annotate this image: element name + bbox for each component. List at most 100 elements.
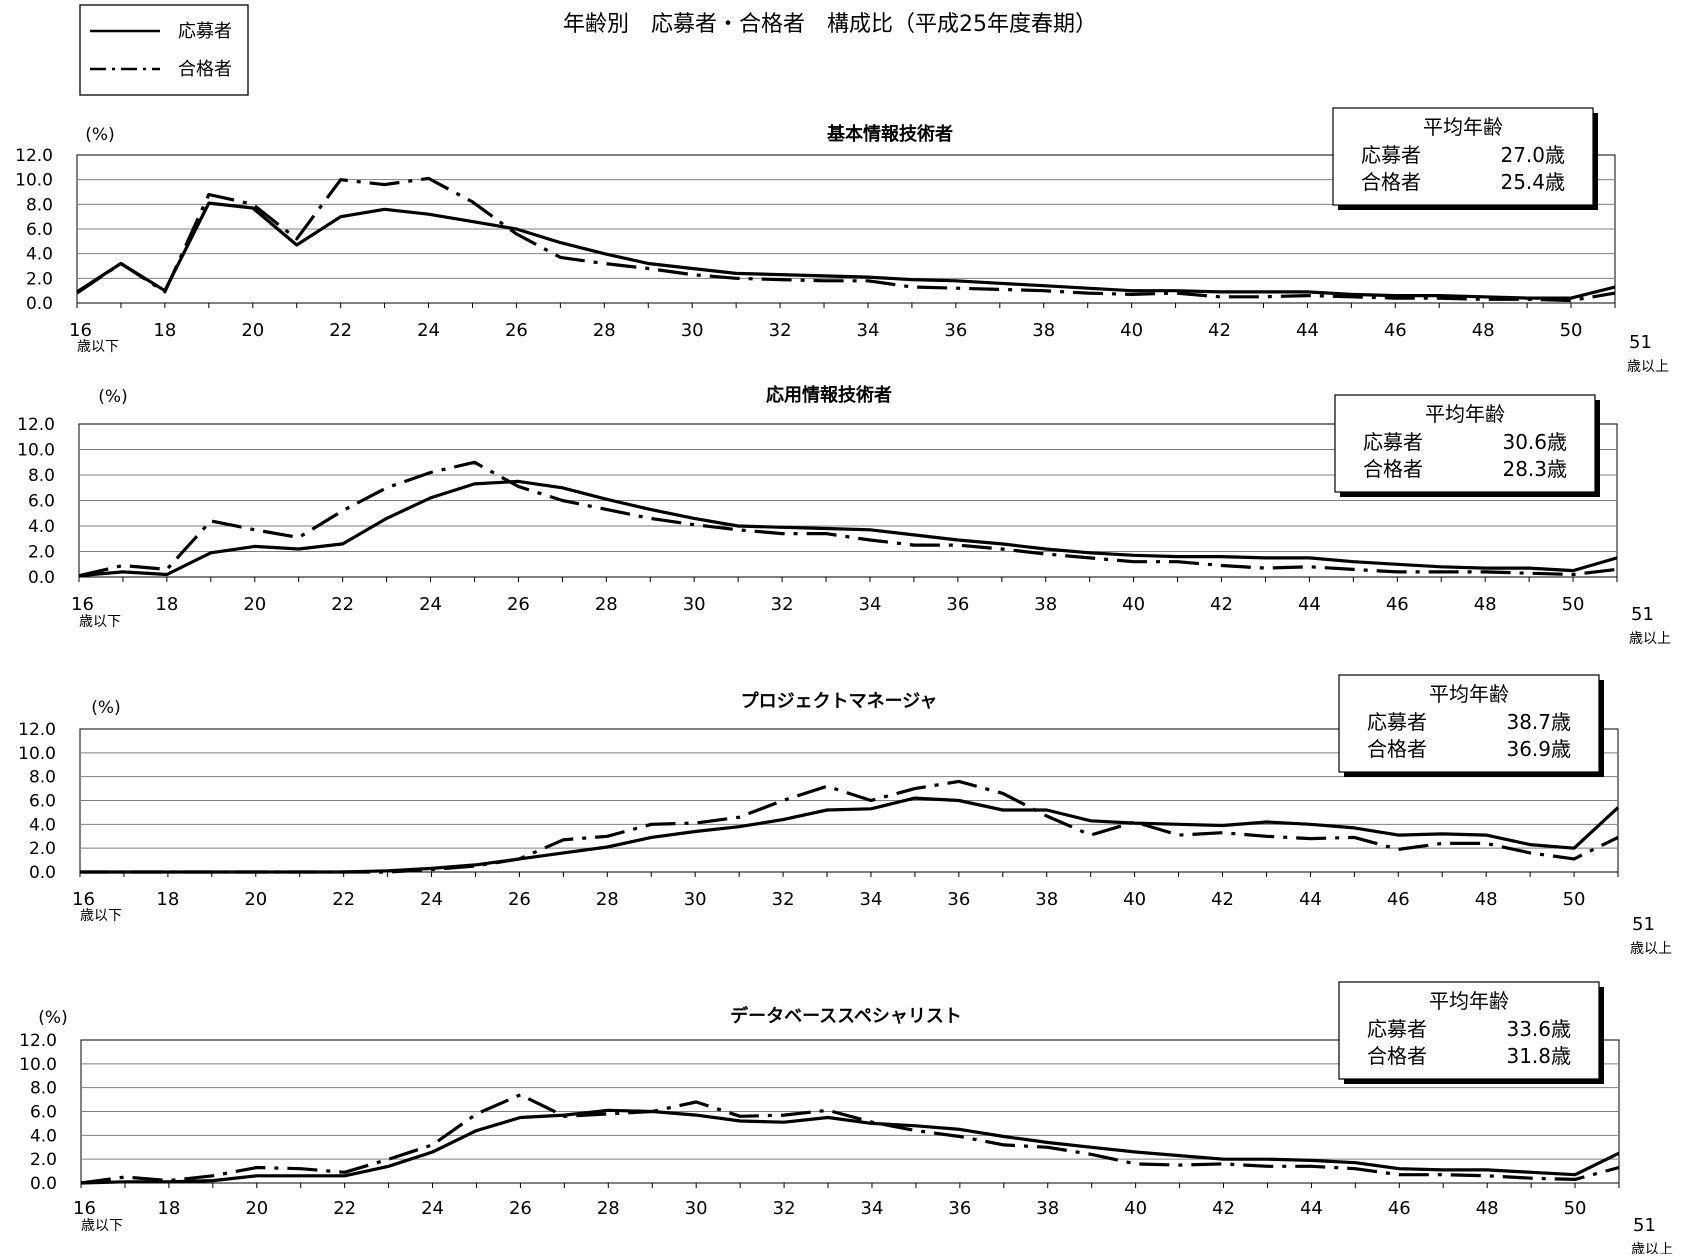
x-tick-label: 46	[1387, 889, 1410, 910]
legend-passers-label: 合格者	[178, 59, 232, 80]
series-line-applicants	[78, 479, 1618, 578]
x-tick-label: 40	[1122, 594, 1145, 615]
x-tick-label: 24	[417, 320, 440, 341]
x-first-suffix: 歳以下	[81, 1218, 123, 1234]
y-tick-label: 8.0	[29, 768, 56, 788]
y-tick-label: 12.0	[15, 146, 53, 166]
y-tick-label: 2.0	[26, 269, 53, 289]
avg-box-title: 平均年齢	[1429, 989, 1509, 1013]
x-tick-label: 26	[505, 320, 528, 341]
y-unit-label: (%)	[85, 125, 114, 145]
avg-box-title: 平均年齢	[1429, 682, 1509, 706]
x-last-suffix: 歳以上	[1630, 941, 1672, 957]
chart-title: データベーススペシャリスト	[730, 1005, 962, 1027]
x-tick-label: 42	[1211, 889, 1234, 910]
avg-box	[1332, 107, 1594, 206]
y-tick-label: 4.0	[26, 245, 53, 265]
x-tick-label: 44	[1299, 889, 1322, 910]
avg-value: 25.4歳	[1500, 170, 1565, 194]
chart-title: 応用情報技術者	[766, 384, 892, 406]
x-tick-label: 38	[1035, 889, 1058, 910]
legend: 応募者 合格者	[79, 4, 249, 96]
y-tick-label: 6.0	[30, 1103, 57, 1123]
y-tick-label: 12.0	[19, 1031, 57, 1051]
avg-box	[1338, 981, 1600, 1080]
x-tick-label: 32	[772, 889, 795, 910]
avg-value: 30.6歳	[1502, 430, 1567, 454]
x-tick-label: 44	[1300, 1198, 1323, 1219]
x-tick-label: 32	[769, 320, 792, 341]
avg-label: 応募者	[1361, 143, 1421, 167]
x-tick-label: 18	[156, 889, 179, 910]
y-tick-label: 2.0	[28, 543, 55, 563]
y-tick-label: 4.0	[29, 815, 56, 835]
avg-value: 38.7歳	[1506, 710, 1571, 734]
x-tick-label: 18	[155, 594, 178, 615]
x-tick-label: 16	[69, 320, 92, 341]
x-tick-label: 30	[684, 889, 707, 910]
x-tick-label: 42	[1210, 594, 1233, 615]
x-tick-label: 30	[681, 320, 704, 341]
x-tick-label: 16	[72, 889, 95, 910]
avg-value: 27.0歳	[1500, 143, 1565, 167]
x-tick-label: 48	[1474, 594, 1497, 615]
avg-box	[1334, 394, 1596, 493]
x-last-suffix: 歳以上	[1627, 359, 1669, 375]
x-tick-label: 36	[948, 1198, 971, 1219]
avg-label: 合格者	[1367, 1044, 1427, 1068]
x-tick-label: 26	[509, 1198, 532, 1219]
chart-panel-3: 0.0 2.0 4.0 6.0 8.0 10.0 12.0 (%) 16 18 20 22 24 26 28…	[18, 674, 1672, 957]
x-last-suffix: 歳以上	[1631, 1242, 1673, 1254]
x-tick-label: 22	[331, 594, 354, 615]
x-last-suffix: 歳以上	[1629, 631, 1671, 647]
avg-label: 合格者	[1367, 737, 1427, 761]
y-tick-label: 10.0	[15, 171, 53, 191]
y-tick-label: 12.0	[17, 415, 55, 435]
x-tick-label: 50	[1560, 320, 1583, 341]
x-tick-label: 34	[859, 594, 882, 615]
avg-label: 合格者	[1361, 170, 1421, 194]
series-line-applicants	[80, 1108, 1620, 1185]
y-tick-label: 4.0	[28, 517, 55, 537]
series-line-passers	[80, 1093, 1620, 1185]
x-tick-label: 30	[685, 1198, 708, 1219]
avg-label: 合格者	[1363, 457, 1423, 481]
avg-value: 31.8歳	[1506, 1044, 1571, 1068]
series-line-applicants	[80, 796, 1620, 874]
avg-label: 応募者	[1367, 1017, 1427, 1041]
y-tick-label: 6.0	[26, 220, 53, 240]
x-tick-label: 51	[1633, 1215, 1656, 1236]
chart-panel-2: 0.0 2.0 4.0 6.0 8.0 10.0 12.0 (%) 16 18 20 22 24 26 28…	[17, 384, 1671, 647]
x-tick-label: 22	[333, 1198, 356, 1219]
y-tick-label: 8.0	[26, 195, 53, 215]
avg-box-title: 平均年齢	[1423, 115, 1503, 139]
x-tick-label: 34	[857, 320, 880, 341]
avg-box-title: 平均年齢	[1425, 402, 1505, 426]
x-tick-label: 44	[1298, 594, 1321, 615]
x-tick-label: 40	[1120, 320, 1143, 341]
x-tick-label: 18	[153, 320, 176, 341]
x-tick-label: 28	[597, 1198, 620, 1219]
x-tick-label: 38	[1036, 1198, 1059, 1219]
page-title: 年齢別 応募者・合格者 構成比（平成25年度春期）	[563, 12, 1097, 37]
x-tick-label: 51	[1631, 604, 1654, 625]
x-tick-label: 30	[683, 594, 706, 615]
x-tick-label: 36	[944, 320, 967, 341]
chart-title: 基本情報技術者	[826, 123, 953, 145]
x-tick-label: 20	[243, 594, 266, 615]
x-tick-label: 48	[1472, 320, 1495, 341]
x-tick-label: 48	[1476, 1198, 1499, 1219]
y-tick-label: 10.0	[19, 1055, 57, 1075]
avg-value: 36.9歳	[1506, 737, 1571, 761]
y-tick-label: 0.0	[26, 294, 53, 314]
x-tick-label: 18	[157, 1198, 180, 1219]
y-tick-label: 8.0	[30, 1079, 57, 1099]
y-unit-label: (%)	[91, 698, 120, 718]
x-tick-label: 26	[508, 889, 531, 910]
charts-layer: 0.0 2.0 4.0 6.0 8.0 10.0 12.0 (%) 16 18 20 22 24 26 28…	[15, 107, 1673, 1258]
chart-panel-1: 0.0 2.0 4.0 6.0 8.0 10.0 12.0 (%) 16 18 20 22 24 26 28…	[15, 107, 1669, 375]
y-tick-label: 12.0	[18, 720, 56, 740]
y-tick-label: 6.0	[29, 792, 56, 812]
